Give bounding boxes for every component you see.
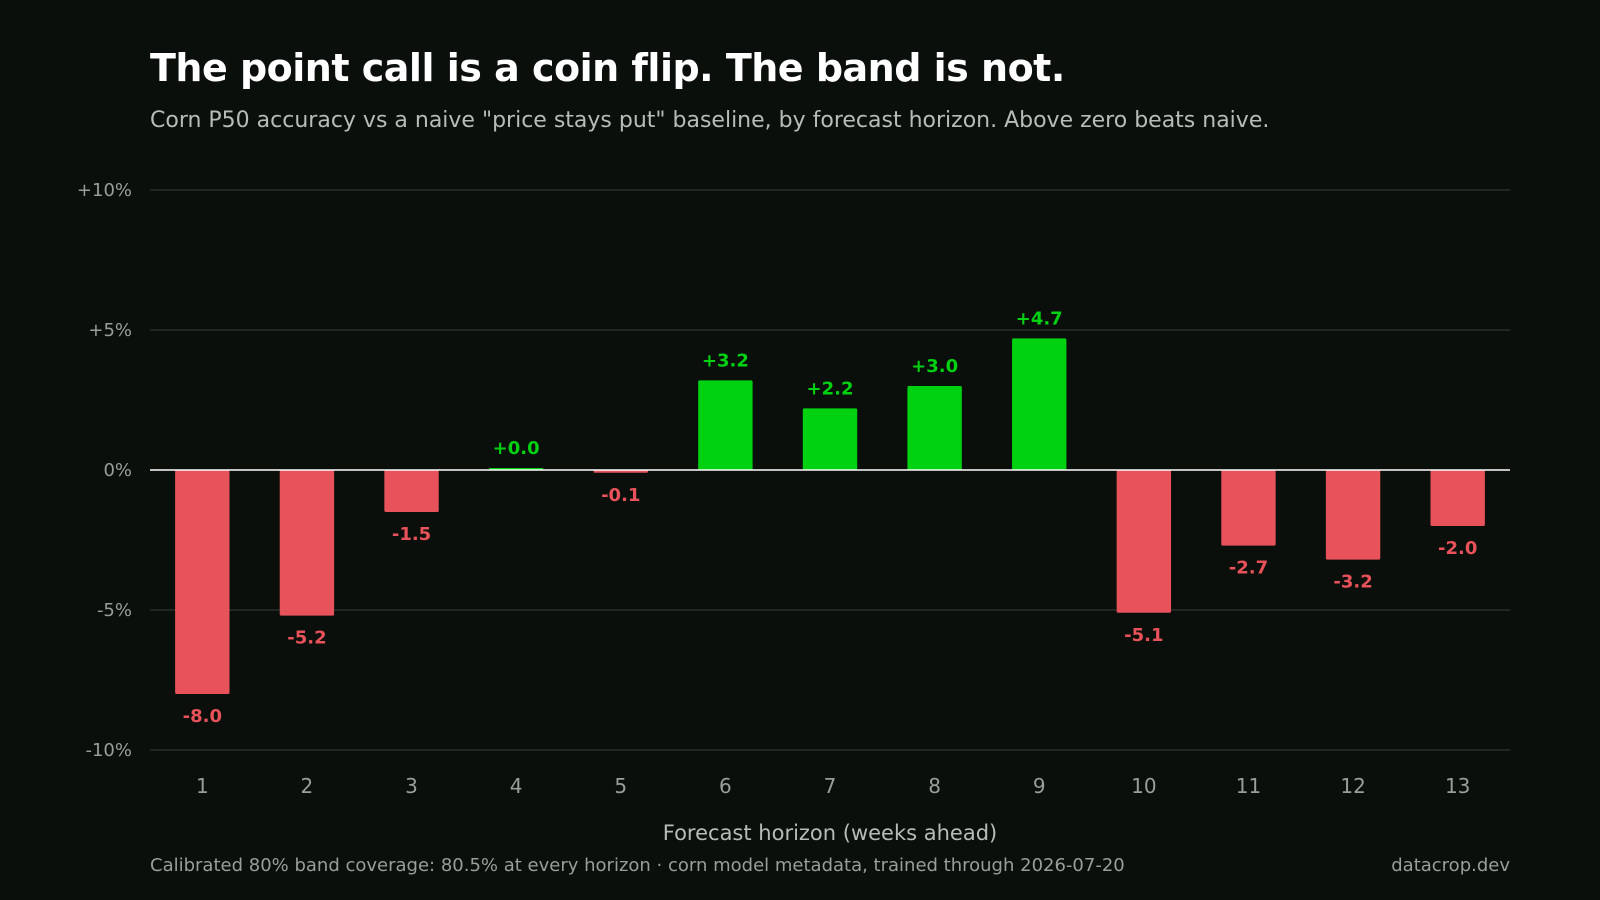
- bar-horizon-9: [1012, 338, 1067, 470]
- data-label: -0.1: [601, 485, 640, 506]
- bar-horizon-11: [1221, 470, 1276, 546]
- y-tick-label: +10%: [77, 180, 132, 201]
- y-tick-label: -10%: [85, 740, 132, 761]
- x-tick-label: 13: [1445, 774, 1470, 798]
- data-label: -2.7: [1229, 558, 1268, 579]
- data-label: +3.0: [911, 356, 958, 377]
- gridlines: [150, 189, 1510, 751]
- bar-horizon-12: [1325, 470, 1381, 560]
- x-axis-label: Forecast horizon (weeks ahead): [663, 821, 998, 845]
- data-label: +3.2: [702, 350, 749, 371]
- bar-horizon-8: [907, 386, 962, 470]
- x-tick-label: 6: [719, 774, 732, 798]
- x-tick-label: 7: [824, 774, 837, 798]
- data-label: -3.2: [1333, 572, 1372, 593]
- y-tick-label: -5%: [97, 600, 132, 621]
- x-axis-ticks: 1 2 3 4 5 6 7 8 9 10 11 12 13: [196, 774, 1470, 798]
- bar-horizon-7: [802, 408, 858, 470]
- data-label: +4.7: [1016, 308, 1063, 329]
- x-tick-label: 1: [196, 774, 209, 798]
- footer-note: Calibrated 80% band coverage: 80.5% at e…: [150, 855, 1125, 876]
- x-tick-label: 11: [1236, 774, 1261, 798]
- data-label: -2.0: [1438, 538, 1477, 559]
- bar-horizon-1: [175, 470, 230, 694]
- x-tick-label: 8: [928, 774, 941, 798]
- data-label: +0.0: [493, 438, 540, 459]
- x-tick-label: 9: [1033, 774, 1046, 798]
- y-tick-label: 0%: [103, 460, 132, 481]
- x-tick-label: 4: [510, 774, 523, 798]
- y-axis-ticks: +10% +5% 0% -5% -10%: [77, 180, 132, 761]
- data-label: -5.2: [287, 628, 326, 649]
- bar-horizon-6: [698, 380, 753, 470]
- y-tick-label: +5%: [88, 320, 132, 341]
- data-label: +2.2: [807, 378, 854, 399]
- data-label: -8.0: [183, 706, 222, 727]
- chart-subtitle: Corn P50 accuracy vs a naive "price stay…: [150, 108, 1270, 133]
- x-tick-label: 2: [301, 774, 314, 798]
- bar-horizon-10: [1116, 470, 1172, 613]
- x-tick-label: 10: [1131, 774, 1156, 798]
- x-tick-label: 12: [1340, 774, 1365, 798]
- bar-horizon-3: [384, 470, 439, 512]
- data-label: -5.1: [1124, 625, 1163, 646]
- data-labels: -8.0 -5.2 -1.5 +0.0 -0.1 +3.2 +2.2 +3.0 +4.7 -5.1…: [183, 308, 1478, 727]
- footer-brand: datacrop.dev: [1391, 855, 1510, 876]
- bar-horizon-2: [279, 470, 335, 616]
- x-tick-label: 3: [405, 774, 418, 798]
- bars: [175, 338, 1485, 694]
- x-tick-label: 5: [614, 774, 627, 798]
- data-label: -1.5: [392, 524, 431, 545]
- chart-title: The point call is a coin flip. The band …: [150, 46, 1065, 90]
- bar-horizon-13: [1430, 470, 1485, 526]
